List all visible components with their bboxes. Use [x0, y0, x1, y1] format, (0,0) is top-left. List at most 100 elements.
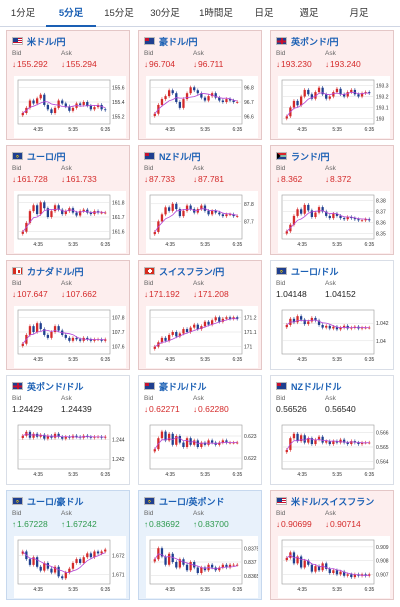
y-tick-label: 8.36 — [376, 221, 386, 227]
candle — [104, 109, 107, 111]
arrow-up-icon: ↑ — [144, 520, 148, 529]
mini-chart[interactable]: 193.3 193.2 193.1 193 4:35 5:35 6:35 — [278, 76, 390, 138]
pair-name[interactable]: NZドル/円 — [159, 151, 201, 162]
mini-chart[interactable]: 0.8375 0.837 0.8365 4:35 5:35 6:35 — [146, 536, 258, 598]
rate-card[interactable]: 豪ドル/ドル Bid Ask ↓0.62271 ↓0.62280 0.623 0.622 4:… — [138, 375, 262, 485]
mini-chart[interactable]: 155.6 155.4 155.2 4:35 5:35 6:35 — [14, 76, 126, 138]
mini-chart[interactable]: 0.623 0.622 4:35 5:35 6:35 — [146, 421, 258, 483]
mini-chart[interactable]: 0.909 0.908 0.907 4:35 5:35 6:35 — [278, 536, 390, 598]
mini-chart[interactable]: 87.8 87.7 4:35 5:35 6:35 — [146, 191, 258, 253]
candle — [364, 219, 367, 221]
pair-name[interactable]: 米ドル/スイスフラン — [291, 496, 375, 507]
candle — [86, 553, 89, 558]
ask-label: Ask — [193, 50, 204, 57]
candle — [185, 564, 189, 571]
mini-chart[interactable]: 1.672 1.671 4:35 5:35 6:35 — [14, 536, 126, 598]
candle — [307, 438, 310, 443]
arrow-down-icon: ↓ — [12, 290, 16, 299]
candle — [21, 343, 24, 346]
rate-card[interactable]: 英ポンド/ドル Bid Ask 1.24429 1.24439 1.244 1.242 4:3… — [6, 375, 130, 485]
pair-name[interactable]: ユーロ/ドル — [291, 266, 339, 277]
arrow-down-icon: ↓ — [193, 290, 197, 299]
candle — [82, 102, 85, 105]
rate-card[interactable]: カナダドル/円 Bid Ask ↓107.647 ↓107.662 107.8 107.7 1… — [6, 260, 130, 370]
candle — [317, 207, 321, 213]
tab-6[interactable]: 日足 — [254, 7, 274, 19]
candle — [196, 90, 199, 94]
ask-value: ↓171.208 — [193, 289, 229, 299]
candle — [360, 220, 364, 222]
mini-chart[interactable]: 96.8 96.7 96.6 4:35 5:35 6:35 — [146, 76, 258, 138]
candle — [32, 205, 35, 212]
candle — [218, 317, 221, 322]
candle — [310, 564, 314, 572]
candle — [218, 442, 221, 445]
candle — [317, 436, 321, 440]
rate-card[interactable]: ランド/円 Bid Ask ↓8.362 ↓8.372 8.38 8.37 8.36 8.35 4… — [270, 145, 394, 255]
candle — [21, 113, 24, 116]
pair-name[interactable]: 英ポンド/ドル — [27, 381, 84, 392]
pair-name[interactable]: ランド/円 — [291, 151, 330, 162]
pair-name[interactable]: スイスフラン/円 — [159, 266, 225, 277]
bid-label: Bid — [276, 50, 286, 57]
candle — [303, 319, 306, 325]
x-tick-label: 6:35 — [101, 242, 111, 248]
gb-flag-icon — [12, 382, 23, 390]
candle — [53, 326, 57, 332]
mini-chart[interactable]: 1.244 1.242 4:35 5:35 6:35 — [14, 421, 126, 483]
x-tick-label: 5:35 — [200, 587, 210, 593]
candle — [89, 339, 93, 341]
candle — [296, 433, 299, 442]
rate-card[interactable]: ユーロ/英ポンド Bid Ask ↑0.83692 ↑0.83700 0.8375 0.83… — [138, 490, 262, 600]
candle — [285, 557, 288, 561]
pair-name[interactable]: ユーロ/英ポンド — [159, 496, 225, 507]
y-tick-label: 107.6 — [112, 345, 125, 351]
tab-7[interactable]: 週足 — [299, 7, 319, 19]
rate-card[interactable]: ユーロ/豪ドル Bid Ask ↑1.67228 ↑1.67242 1.672 1.671 4… — [6, 490, 130, 600]
moving-average-line — [22, 329, 106, 344]
pair-name[interactable]: 豪ドル/円 — [159, 36, 198, 47]
pair-name[interactable]: 米ドル/円 — [27, 36, 66, 47]
pair-name[interactable]: NZドル/ドル — [291, 381, 342, 392]
candle — [153, 231, 156, 235]
mini-chart[interactable]: 161.8 161.7 161.6 4:35 5:35 6:35 — [14, 191, 126, 253]
rate-card[interactable]: 英ポンド/円 Bid Ask ↓193.230 ↓193.240 193.3 193.2 19… — [270, 30, 394, 140]
rate-card[interactable]: ユーロ/円 Bid Ask ↓161.728 ↓161.733 161.8 161.7 161… — [6, 145, 130, 255]
x-tick-label: 6:35 — [101, 127, 111, 133]
mini-chart[interactable]: 171.2 171.1 171 4:35 5:35 6:35 — [146, 306, 258, 368]
rate-card[interactable]: 米ドル/スイスフラン Bid Ask ↓0.90699 ↓0.90714 0.909 0.9… — [270, 490, 394, 600]
nz-flag-icon — [144, 152, 155, 160]
pair-name[interactable]: ユーロ/円 — [27, 151, 66, 162]
bid-value: ↓107.647 — [12, 289, 48, 299]
rate-card[interactable]: 豪ドル/円 Bid Ask ↓96.704 ↓96.711 96.8 96.7 96.6 4:3… — [138, 30, 262, 140]
tab-5[interactable]: 1時間足 — [199, 7, 233, 19]
pair-name[interactable]: ユーロ/豪ドル — [27, 496, 84, 507]
rate-card[interactable]: ユーロ/ドル Bid Ask 1.04148 1.04152 1.042 1.04 4:35 5… — [270, 260, 394, 370]
candle — [228, 99, 232, 101]
rate-card[interactable]: NZドル/円 Bid Ask ↓87.733 ↓87.781 87.8 87.7 4:35 5:… — [138, 145, 262, 255]
mini-chart[interactable]: 1.042 1.04 4:35 5:35 6:35 — [278, 306, 390, 368]
candle — [189, 87, 192, 94]
ask-number: 96.711 — [198, 59, 224, 69]
candle — [303, 89, 306, 97]
tab-4[interactable]: 30分足 — [150, 7, 180, 19]
rate-card[interactable]: NZドル/ドル Bid Ask 0.56526 0.56540 0.566 0.565 0.5… — [270, 375, 394, 485]
candle — [350, 327, 353, 329]
pair-name[interactable]: カナダドル/円 — [27, 266, 84, 277]
mini-chart[interactable]: 107.8 107.7 107.6 4:35 5:35 6:35 — [14, 306, 126, 368]
rate-card[interactable]: スイスフラン/円 Bid Ask ↓171.192 ↓171.208 171.2 171.1… — [138, 260, 262, 370]
mini-chart[interactable]: 0.566 0.565 0.564 4:35 5:35 6:35 — [278, 421, 390, 483]
tab-8[interactable]: 月足 — [349, 7, 369, 19]
rate-card[interactable]: 米ドル/円 Bid Ask ↓155.292 ↓155.294 155.6 155.4 155… — [6, 30, 130, 140]
tab-2[interactable]: 5分足 — [46, 0, 96, 27]
pair-name[interactable]: 英ポンド/円 — [291, 36, 339, 47]
candle — [317, 87, 321, 93]
candle — [160, 337, 164, 343]
candle — [214, 93, 217, 98]
tab-3[interactable]: 15分足 — [104, 7, 134, 19]
candle — [210, 564, 214, 568]
tab-1[interactable]: 1分足 — [10, 7, 36, 19]
pair-name[interactable]: 豪ドル/ドル — [159, 381, 207, 392]
mini-chart[interactable]: 8.38 8.37 8.36 8.35 4:35 5:35 6:35 — [278, 191, 390, 253]
bid-label: Bid — [12, 165, 22, 172]
